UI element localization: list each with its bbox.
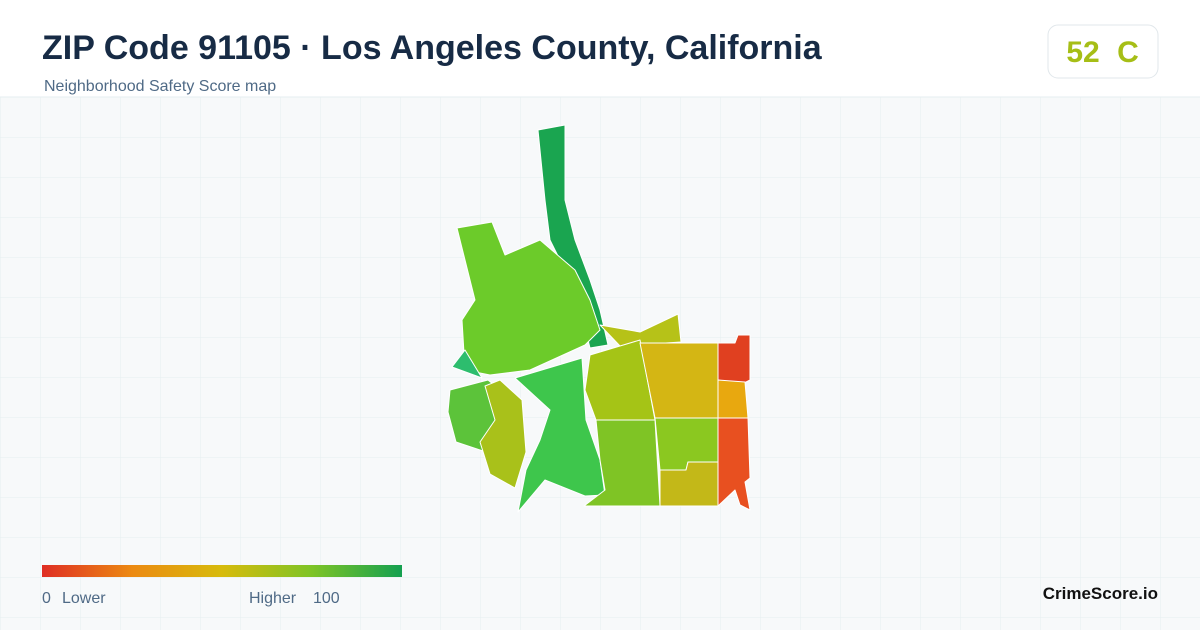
region	[537, 124, 609, 349]
title: ZIP Code 91105 · Los Angeles County, Cal…	[42, 29, 823, 67]
score-box	[1047, 24, 1159, 79]
legend-min-label: Lower	[62, 590, 106, 607]
region	[479, 379, 527, 489]
score-grade: C	[1117, 36, 1139, 69]
zip-map	[447, 124, 751, 513]
legend-max-label: Higher	[249, 590, 297, 607]
legend-min: 0	[42, 590, 51, 607]
score-value: 52	[1066, 36, 1099, 69]
legend-scale	[42, 565, 402, 577]
region	[583, 419, 661, 507]
region	[599, 313, 682, 347]
subtitle: Neighborhood Safety Score map	[44, 78, 276, 95]
header-band	[0, 0, 1200, 97]
region	[456, 221, 601, 376]
region	[717, 334, 751, 386]
region	[514, 357, 606, 513]
brand: CrimeScore.io	[1043, 584, 1158, 603]
legend-max: 100	[313, 590, 340, 607]
region	[717, 417, 751, 511]
region	[451, 349, 483, 379]
region	[717, 379, 749, 419]
